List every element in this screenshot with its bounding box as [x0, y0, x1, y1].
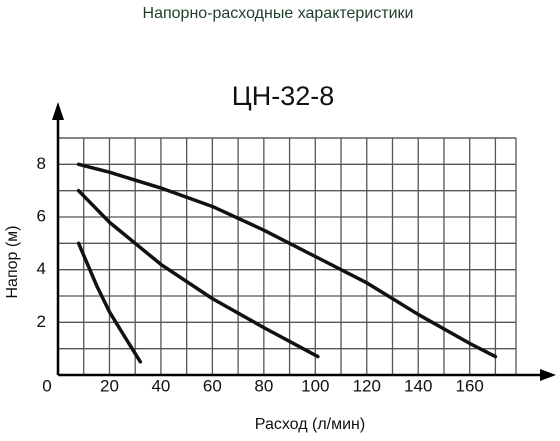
x-axis-arrow [540, 369, 556, 381]
x-tick-label: 120 [353, 376, 381, 395]
curve [76, 241, 143, 364]
y-tick-label: 4 [37, 259, 46, 278]
x-tick-label: 60 [203, 376, 222, 395]
x-tick-label: 0 [42, 376, 51, 395]
curve [76, 162, 498, 359]
y-axis-arrow [52, 102, 64, 120]
y-tick-label: 6 [37, 206, 46, 225]
curve [76, 188, 320, 359]
x-tick-label: 40 [151, 376, 170, 395]
x-axis-label: Расход (л/мин) [255, 416, 365, 433]
x-tick-label: 160 [455, 376, 483, 395]
x-tick-label: 20 [100, 376, 119, 395]
y-tick-label: 2 [37, 312, 46, 331]
chart-subtitle: ЦН-32-8 [232, 81, 335, 111]
x-tick-label: 140 [404, 376, 432, 395]
y-axis-label: Напор (м) [4, 225, 21, 298]
chart-title: Напорно-расходные характеристики [143, 5, 414, 22]
x-tick-label: 80 [254, 376, 273, 395]
x-tick-label: 100 [301, 376, 329, 395]
y-tick-label: 8 [37, 154, 46, 173]
